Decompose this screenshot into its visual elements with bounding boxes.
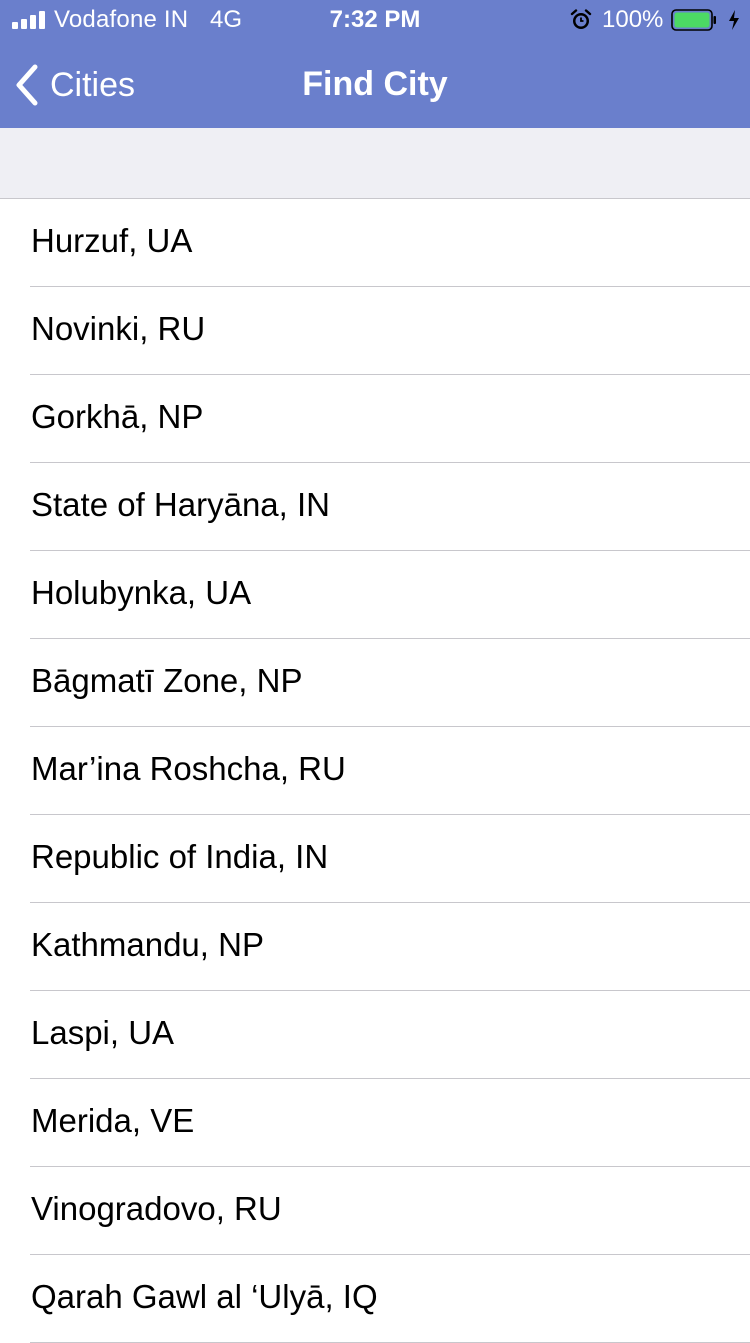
status-bar: Vodafone IN 4G 7:32 PM 100% bbox=[0, 0, 750, 40]
city-name: Republic of India, IN bbox=[31, 838, 329, 875]
back-button[interactable]: Cities bbox=[14, 60, 135, 110]
city-row[interactable]: Merida, VE bbox=[0, 1079, 750, 1167]
city-row[interactable]: Kathmandu, NP bbox=[0, 903, 750, 991]
city-name: Mar’ina Roshcha, RU bbox=[31, 750, 346, 787]
city-name: Qarah Gawl al ‘Ulyā, IQ bbox=[31, 1278, 378, 1315]
back-button-label: Cities bbox=[50, 66, 136, 104]
city-row[interactable]: Holubynka, UA bbox=[0, 551, 750, 639]
alarm-icon bbox=[570, 9, 592, 29]
city-name: Laspi, UA bbox=[31, 1014, 175, 1051]
city-name: Gorkhā, NP bbox=[31, 398, 204, 435]
city-row[interactable]: Laspi, UA bbox=[0, 991, 750, 1079]
city-row[interactable]: Qarah Gawl al ‘Ulyā, IQ bbox=[0, 1255, 750, 1343]
network-type: 4G bbox=[210, 6, 243, 33]
battery-percentage: 100% bbox=[602, 6, 664, 33]
city-row[interactable]: Bāgmatī Zone, NP bbox=[0, 639, 750, 727]
city-list: Hurzuf, UA Novinki, RU Gorkhā, NP State of … bbox=[0, 199, 750, 1343]
search-bar-area[interactable] bbox=[0, 128, 750, 199]
city-name: State of Haryāna, IN bbox=[31, 486, 330, 523]
city-row[interactable]: Republic of India, IN bbox=[0, 815, 750, 903]
battery-icon bbox=[671, 9, 716, 31]
city-name: Novinki, RU bbox=[31, 310, 206, 347]
battery-level-fill bbox=[674, 12, 710, 28]
city-row[interactable]: Novinki, RU bbox=[0, 287, 750, 375]
page-title: Find City bbox=[302, 65, 448, 103]
city-row[interactable]: Gorkhā, NP bbox=[0, 375, 750, 463]
city-name: Kathmandu, NP bbox=[31, 926, 264, 963]
navigation-header: Vodafone IN 4G 7:32 PM 100% Cities Find … bbox=[0, 0, 750, 128]
carrier-name: Vodafone IN bbox=[54, 6, 189, 33]
city-name: Hurzuf, UA bbox=[31, 222, 193, 259]
city-name: Merida, VE bbox=[31, 1102, 195, 1139]
city-row[interactable]: State of Haryāna, IN bbox=[0, 463, 750, 551]
city-row[interactable]: Mar’ina Roshcha, RU bbox=[0, 727, 750, 815]
charging-icon bbox=[729, 10, 739, 30]
city-row[interactable]: Hurzuf, UA bbox=[0, 199, 750, 287]
chevron-left-icon bbox=[16, 64, 38, 106]
city-name: Holubynka, UA bbox=[31, 574, 252, 611]
signal-icon bbox=[12, 11, 45, 29]
city-row[interactable]: Vinogradovo, RU bbox=[0, 1167, 750, 1255]
status-time: 7:32 PM bbox=[329, 6, 421, 33]
city-name: Bāgmatī Zone, NP bbox=[31, 662, 303, 699]
city-name: Vinogradovo, RU bbox=[31, 1190, 282, 1227]
